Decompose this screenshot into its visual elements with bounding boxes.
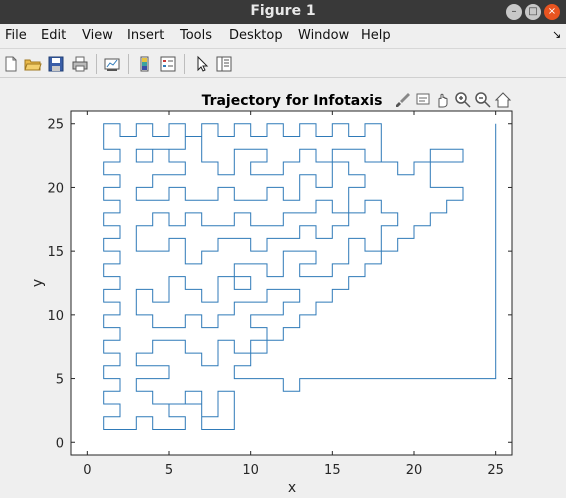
- maximize-icon[interactable]: □: [525, 4, 541, 20]
- save-icon[interactable]: [47, 55, 65, 73]
- new-figure-icon[interactable]: [2, 55, 20, 73]
- figure-toolbar: [0, 48, 566, 78]
- menu-view[interactable]: View: [82, 28, 113, 43]
- x-tick-label: 20: [406, 463, 423, 478]
- menu-edit[interactable]: Edit: [41, 28, 67, 43]
- y-axis-label: y: [30, 279, 46, 287]
- menu-insert[interactable]: Insert: [127, 28, 165, 43]
- y-tick-label: 15: [47, 245, 64, 260]
- dock-arrow-icon[interactable]: ↘: [552, 28, 562, 41]
- x-tick-label: 25: [487, 463, 504, 478]
- trajectory-line: [103, 123, 497, 430]
- x-tick-label: 10: [242, 463, 259, 478]
- x-axis-label: x: [288, 480, 296, 496]
- y-axis: 0 5 10 15 20 25: [47, 118, 512, 451]
- menu-desktop[interactable]: Desktop: [229, 28, 283, 43]
- minimize-icon[interactable]: –: [506, 4, 522, 20]
- menu-tools[interactable]: Tools: [180, 28, 213, 43]
- axes-toolbar: [396, 92, 512, 108]
- x-axis: 0 5 10 15 20 25: [83, 111, 504, 478]
- toolbar-separator: [128, 54, 129, 74]
- window-title: Figure 1: [250, 3, 316, 19]
- y-tick-label: 20: [47, 181, 64, 196]
- x-tick-label: 5: [165, 463, 173, 478]
- toolbar-separator: [96, 54, 97, 74]
- insert-colorbar-icon[interactable]: [136, 55, 154, 73]
- x-tick-label: 0: [83, 463, 91, 478]
- chart-title: Trajectory for Infotaxis: [202, 93, 383, 109]
- y-tick-label: 25: [47, 118, 64, 133]
- menu-file[interactable]: File: [5, 28, 27, 43]
- brush-icon[interactable]: [396, 93, 410, 107]
- insert-legend-icon[interactable]: [159, 55, 177, 73]
- x-tick-label: 15: [324, 463, 341, 478]
- y-tick-label: 0: [56, 436, 64, 451]
- pan-icon[interactable]: [438, 93, 448, 108]
- link-plot-icon[interactable]: [103, 55, 121, 73]
- figure-canvas: Trajectory for Infotaxis 0 5 10 15 20 25 0 5 10…: [0, 78, 566, 498]
- toolbar-separator: [184, 54, 185, 74]
- close-icon[interactable]: ×: [544, 4, 560, 20]
- zoom-in-icon[interactable]: [455, 92, 471, 108]
- property-inspector-icon[interactable]: [215, 55, 233, 73]
- y-tick-label: 5: [56, 373, 64, 388]
- edit-plot-arrow-icon[interactable]: [193, 55, 211, 73]
- open-file-icon[interactable]: [24, 55, 42, 73]
- menu-help[interactable]: Help: [361, 28, 391, 43]
- axes-background[interactable]: [70, 110, 513, 456]
- zoom-out-icon[interactable]: [475, 92, 491, 108]
- print-icon[interactable]: [71, 55, 89, 73]
- window-titlebar[interactable]: Figure 1 – □ ×: [0, 0, 566, 24]
- menu-window[interactable]: Window: [298, 28, 350, 43]
- data-tips-icon[interactable]: [416, 93, 430, 105]
- restore-view-home-icon[interactable]: [494, 92, 512, 108]
- y-tick-label: 10: [47, 309, 64, 324]
- menu-bar: File Edit View Insert Tools Desktop Wind…: [0, 24, 566, 48]
